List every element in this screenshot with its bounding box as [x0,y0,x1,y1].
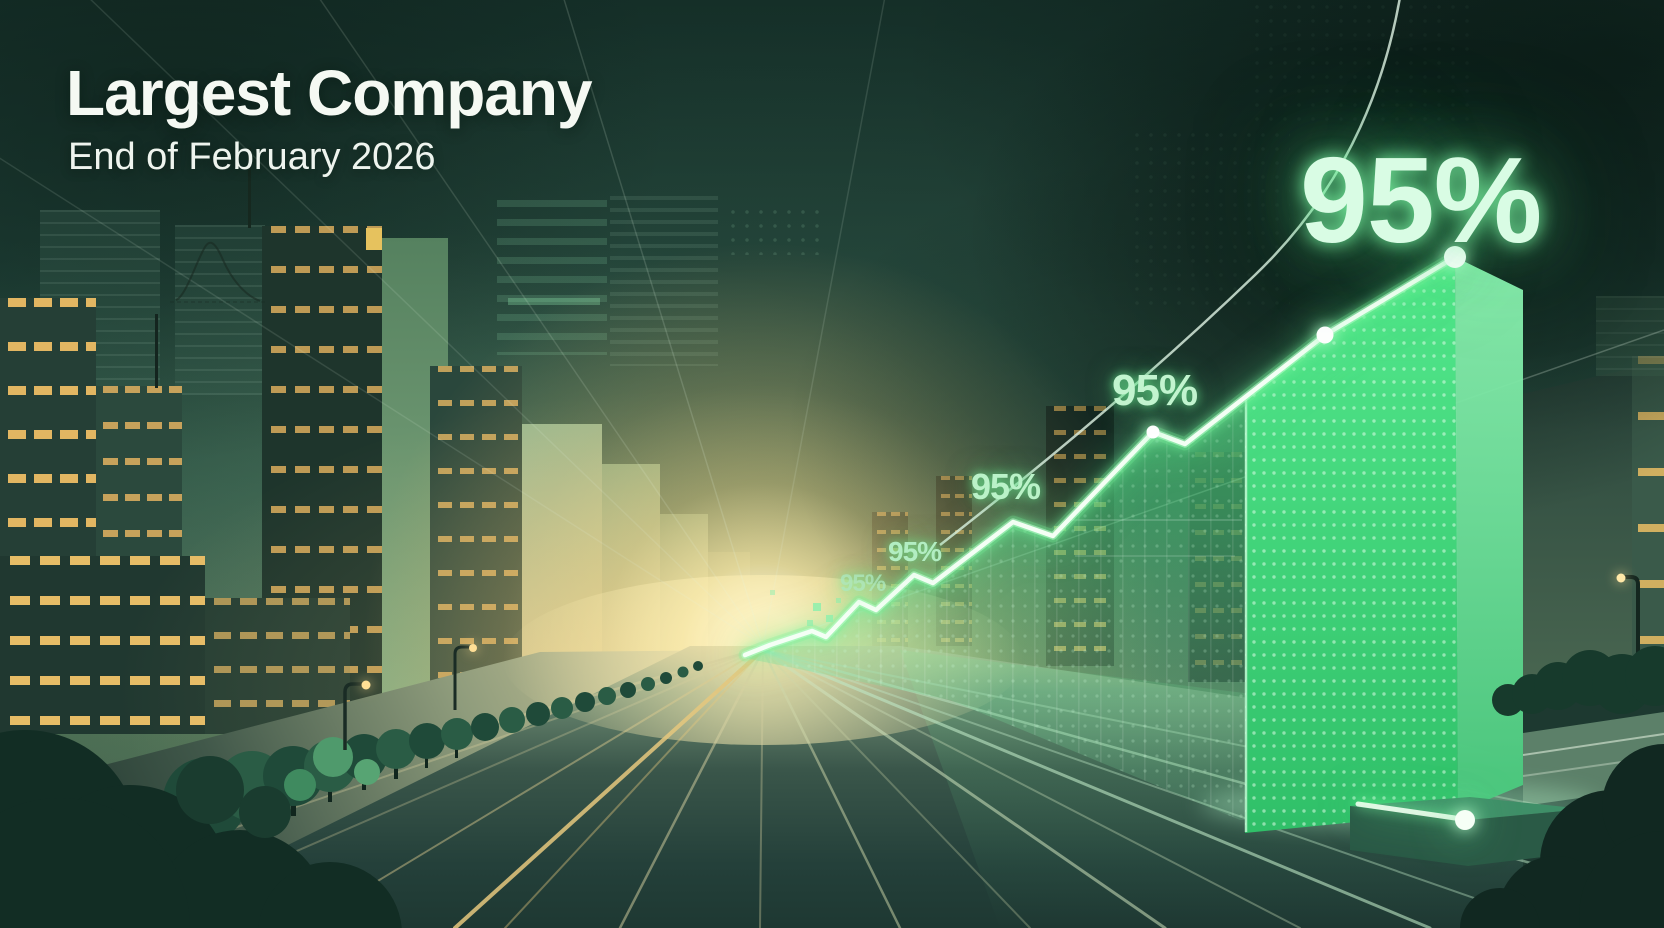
swoosh-arc [939,0,1401,546]
pedestal-front [1350,806,1585,866]
chart-label-95-2: 95% [888,536,942,567]
line-nodes [1146,246,1475,830]
node-base [1455,810,1475,830]
chart-label-95-3: 95% [971,466,1041,507]
node-peak [1444,246,1466,268]
page-title: Largest Company [66,57,593,129]
node-1 [1146,425,1160,439]
final-bar-3d [1200,257,1600,866]
floating-pixels [770,590,841,626]
chart-label-95-4: 95% [1112,366,1198,415]
bushes-right-row [1492,646,1664,716]
foreground-bushes-right [1460,744,1664,928]
growth-line [738,250,1462,662]
page-subtitle: End of February 2026 [68,136,436,178]
chart-label-95-1: 95% [840,570,886,597]
foreground-bushes-left [0,730,402,928]
chart-label-95-final: 95% [1300,132,1542,268]
sketch-curve [170,241,265,303]
node-2 [1316,326,1334,344]
pedestal-top [1350,797,1585,820]
